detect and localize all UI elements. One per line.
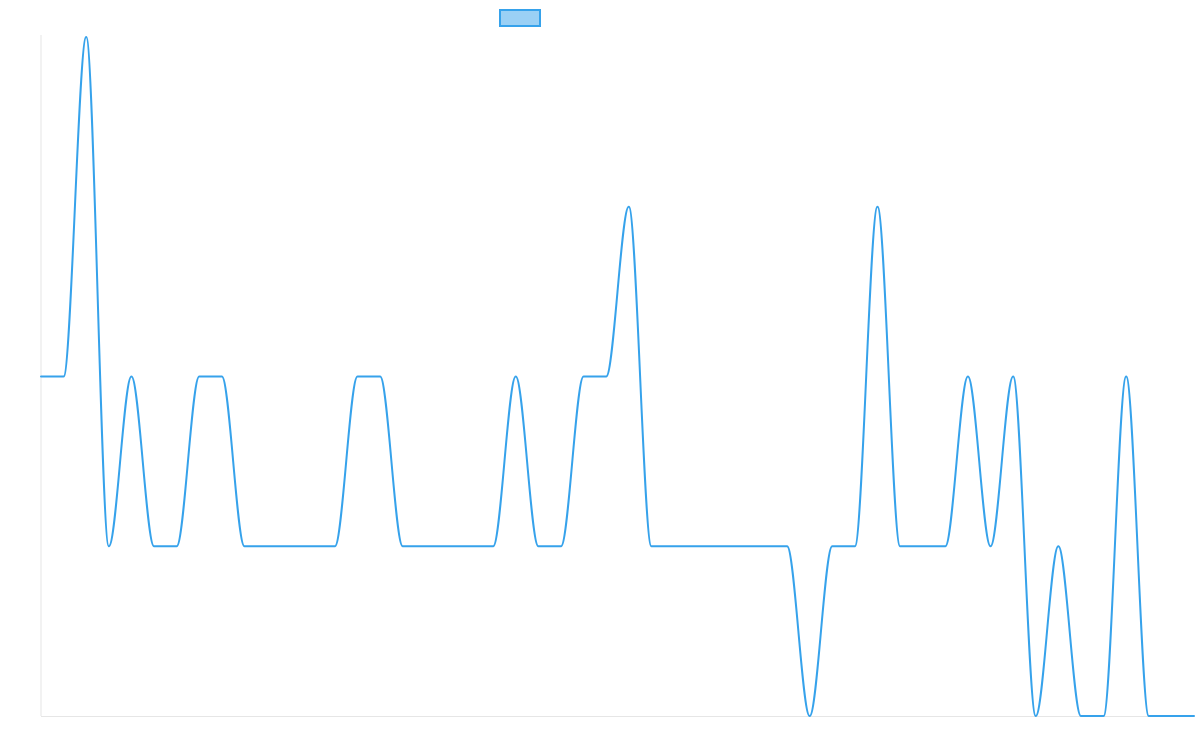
series-line <box>40 36 1195 717</box>
legend-swatch <box>499 9 541 27</box>
